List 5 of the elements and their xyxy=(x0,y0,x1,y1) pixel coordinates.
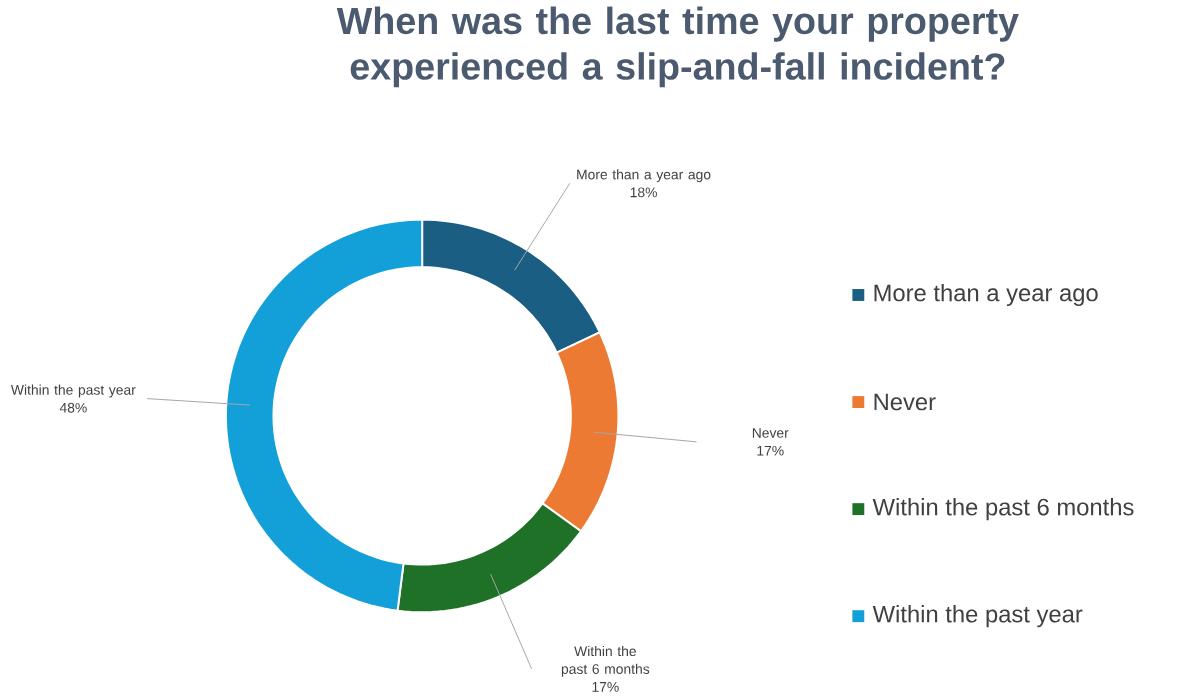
legend-label: Within the past 6 months xyxy=(872,498,1134,521)
chart-title: When was the last time your property experienced a slip-and-fall incident? xyxy=(336,6,1019,88)
legend-label: More than a year ago xyxy=(874,284,1098,307)
legend-label: Never xyxy=(874,393,936,411)
legend-label: Within the past year xyxy=(872,605,1083,628)
